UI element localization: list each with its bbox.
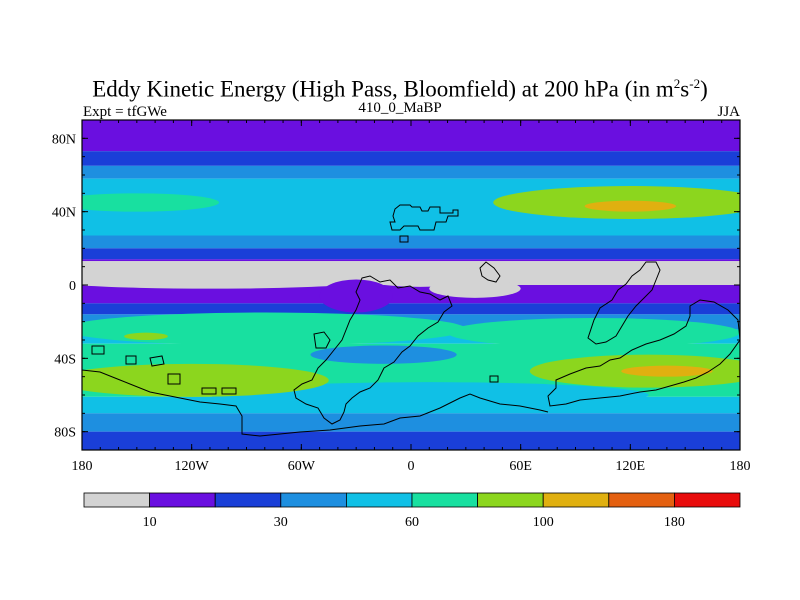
x-tick-label-3: 0 (408, 459, 415, 474)
contour-blob-12 (429, 279, 521, 298)
chart-subtitle: 410_0_MaBP (358, 100, 442, 116)
zonal-band-15 (82, 431, 740, 450)
continent-south-america (293, 275, 453, 425)
colorbar-box-0 (83, 492, 150, 508)
contour-blob-2 (209, 382, 649, 408)
colorbar-label-4: 180 (664, 515, 685, 530)
y-tick-label-3: 40S (54, 352, 76, 367)
contour-blob-3 (82, 363, 329, 397)
continent-africa-east (479, 261, 501, 283)
zonal-band-1 (82, 151, 740, 166)
colorbar-label-0: 10 (143, 515, 157, 530)
zonal-band-8 (82, 285, 740, 304)
zonal-band-14 (82, 413, 740, 432)
zonal-band-9 (82, 303, 740, 315)
island-7 (91, 345, 105, 355)
continent-north-africa-europe (389, 204, 459, 231)
island-4 (167, 373, 181, 385)
colorbar-label-3: 100 (533, 515, 554, 530)
colorbar-box-3 (280, 492, 347, 508)
contour-blob-6 (82, 193, 220, 212)
colorbar-box-1 (149, 492, 216, 508)
experiment-label: Expt = tfGWe (83, 104, 167, 120)
x-axis: 180 120W 60W 0 60E 120E 180 (72, 120, 751, 474)
zonal-band-4 (82, 235, 740, 249)
continent-australia (547, 299, 740, 407)
continent-outlines (82, 204, 740, 437)
colorbar-box-7 (542, 492, 610, 508)
colorbar-label-1: 30 (274, 515, 288, 530)
contour-blob-13 (319, 279, 393, 313)
colorbar-box-2 (214, 492, 282, 508)
colorbar-label-2: 60 (405, 515, 419, 530)
y-tick-label-1: 40N (52, 206, 76, 221)
season-label: JJA (717, 104, 740, 120)
contour-blob-5 (621, 365, 713, 377)
island-6 (221, 387, 237, 395)
island-8 (489, 375, 499, 383)
contour-blob-14 (310, 345, 457, 364)
contour-blob-10 (82, 266, 393, 289)
colorbar-box-9 (674, 492, 741, 508)
y-tick-label-4: 80S (54, 426, 76, 441)
colorbar-box-8 (608, 492, 675, 508)
x-tick-label-2: 60W (288, 459, 316, 474)
colorbar-box-6 (477, 492, 544, 508)
zonal-band-2 (82, 165, 740, 179)
colorbar: 10 30 60 100 180 (83, 492, 741, 530)
x-tick-label-0: 180 (72, 459, 93, 474)
island-5 (201, 387, 217, 395)
chart-title: Eddy Kinetic Energy (High Pass, Bloomfie… (92, 76, 708, 102)
contour-blob-9 (124, 332, 168, 341)
contour-blob-8 (584, 200, 677, 212)
plot-area (82, 120, 740, 450)
island-3 (149, 355, 165, 367)
y-tick-label-2: 0 (69, 279, 76, 294)
y-axis: 80N 40N 0 40S 80S (52, 132, 740, 441)
continent-antarctica-west (82, 369, 549, 437)
island-1 (313, 331, 331, 349)
x-tick-label-1: 120W (175, 459, 210, 474)
colorbar-box-5 (411, 492, 478, 508)
zonal-band-6 (82, 259, 740, 262)
x-tick-label-6: 180 (730, 459, 751, 474)
island-2 (125, 355, 137, 365)
zonal-band-5 (82, 248, 740, 260)
x-tick-label-5: 120E (616, 459, 646, 474)
island-9 (399, 235, 409, 243)
contour-blob-0 (82, 312, 466, 346)
x-tick-label-4: 60E (509, 459, 532, 474)
y-tick-label-0: 80N (52, 132, 76, 147)
colorbar-box-4 (345, 492, 413, 508)
continent-asia-east (587, 261, 661, 345)
contour-blob-1 (447, 318, 740, 348)
